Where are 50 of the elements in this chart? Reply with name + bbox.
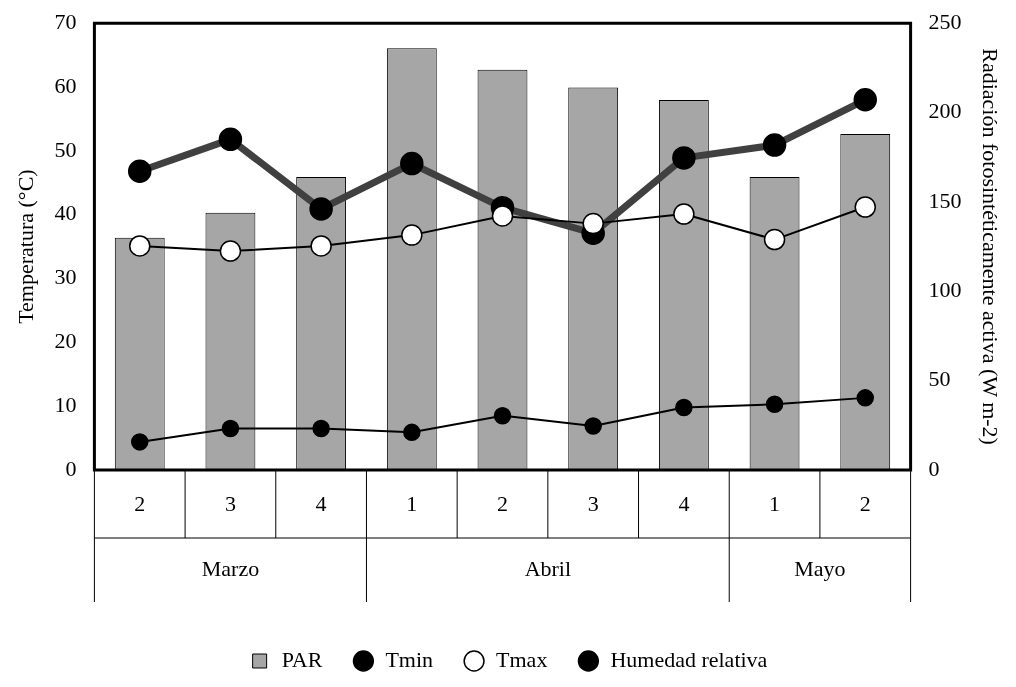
- x-tick-label: 2: [497, 490, 508, 516]
- y-tick-label: 0: [65, 455, 77, 481]
- point: [491, 205, 514, 227]
- x-tick-label: 1: [406, 490, 418, 516]
- x-tick-label: 4: [315, 490, 327, 516]
- y-tick-label: 10: [54, 391, 77, 417]
- y2-tick-label: 0: [928, 455, 940, 481]
- point: [219, 240, 242, 262]
- point: [128, 235, 151, 257]
- y-tick-label: 20: [54, 328, 77, 354]
- x-tick-label: 3: [587, 490, 599, 516]
- y2-axis-title: Radiación fotosintéticamente activa (W m-2): [978, 48, 1004, 445]
- y-axis-title: Temperatura (°C): [12, 169, 38, 324]
- point: [856, 389, 875, 407]
- legend-label: Tmax: [496, 646, 548, 672]
- x-tick-label: 3: [224, 490, 236, 516]
- legend-label: Humedad relativa: [610, 646, 768, 672]
- point: [403, 423, 421, 442]
- text: Mayo: [794, 555, 846, 581]
- x-tick-label: 4: [678, 490, 690, 516]
- point: [582, 212, 604, 235]
- text: Marzo: [201, 555, 260, 581]
- y-tick-label: 50: [54, 136, 77, 162]
- x-tick-label: 1: [769, 490, 781, 516]
- point: [584, 417, 602, 435]
- point: [130, 433, 149, 451]
- point: [493, 407, 512, 425]
- y2-tick-label: 250: [928, 8, 962, 34]
- x-tick-label: 2: [859, 490, 871, 516]
- point: [312, 419, 330, 438]
- point: [675, 398, 693, 417]
- point: [854, 196, 877, 218]
- y2-tick-label: 200: [928, 98, 962, 124]
- y-tick-label: 60: [54, 72, 77, 98]
- point: [310, 235, 332, 257]
- y2-tick-label: 150: [928, 187, 962, 213]
- point: [401, 224, 423, 246]
- point: [221, 419, 240, 438]
- x-tick-label: 2: [134, 490, 146, 516]
- point: [673, 203, 695, 225]
- text: Abril: [524, 555, 572, 581]
- point: [763, 228, 786, 251]
- legend-label: PAR: [281, 646, 323, 672]
- y-tick-label: 30: [54, 264, 77, 290]
- y-tick-label: 70: [54, 8, 77, 34]
- y2-tick-label: 50: [928, 366, 951, 392]
- point: [765, 395, 784, 414]
- legend-label: Tmin: [385, 646, 434, 672]
- y-tick-label: 40: [54, 200, 77, 226]
- y2-tick-label: 100: [928, 277, 962, 303]
